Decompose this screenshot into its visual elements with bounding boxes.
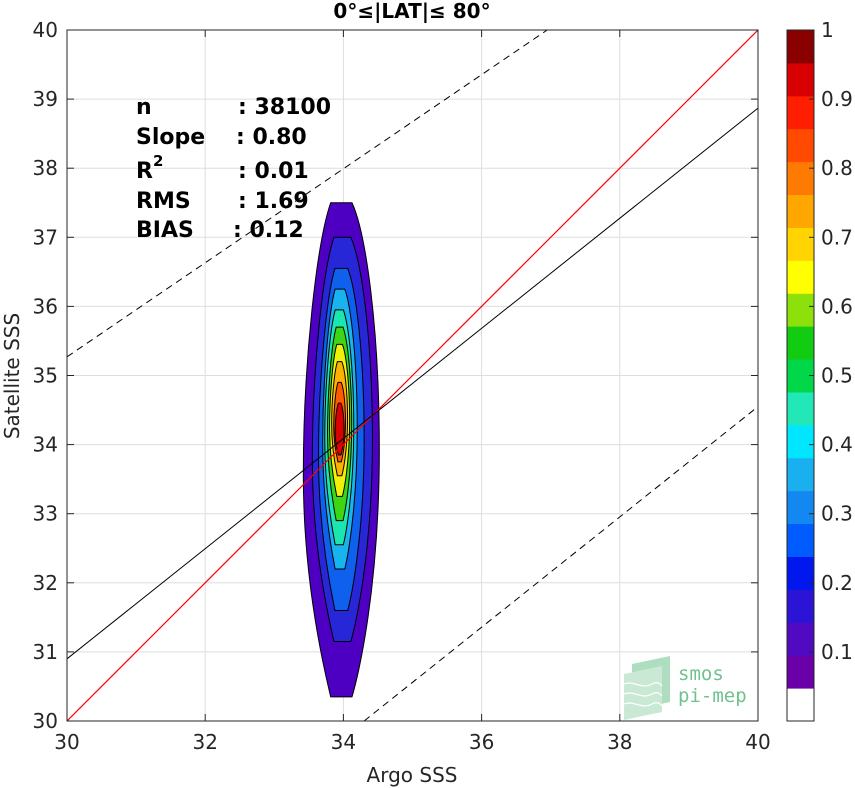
y-axis-title: Satellite SSS [0,313,24,439]
colorbar-segment [787,62,814,97]
logo-text-pimep: pi-mep [678,685,747,707]
colorbar-tick-label: 0.9 [821,87,853,111]
x-tick-label: 40 [745,730,770,754]
stats-label: BIAS [136,218,194,243]
upper-bound-line [67,30,548,358]
colorbar-segment [787,391,814,426]
colorbar-segment [787,655,814,689]
colorbar-segment [787,424,814,459]
y-axis: 30 31 32 33 34 35 36 37 38 39 40 [33,18,758,733]
colorbar-tick-label: 1 [821,18,834,42]
y-tick-label: 32 [33,571,58,595]
y-tick-label: 33 [33,502,58,526]
y-tick-label: 38 [33,156,58,180]
regression-line [67,107,758,660]
stats-label: n [136,95,152,120]
stats-box: n : 38100 Slope : 0.80 R2 : 0.01 RMS : 1.69 BIAS… [136,95,331,243]
y-tick-label: 39 [33,87,58,111]
chart-title: 0°≤|LAT|≤ 80° [333,0,490,23]
x-axis-title: Argo SSS [367,763,458,787]
colorbar-segment [787,293,814,327]
stats-label: R2 [136,152,163,184]
colorbar-segment [787,490,814,525]
colorbar-segment [787,161,814,196]
colorbar-segment [787,326,814,360]
stats-label: RMS [136,189,191,214]
colorbar-segment [787,688,814,722]
colorbar-segment [787,556,814,590]
y-tick-label: 37 [33,225,58,249]
identity-line [67,30,758,721]
colorbar-segment [787,227,814,261]
colorbar-segment [787,30,814,64]
stats-value: : 0.80 [236,125,307,150]
y-tick-label: 30 [33,709,58,733]
contour-band [334,402,345,456]
colorbar-segment [787,457,814,492]
y-tick-label: 31 [33,640,58,664]
colorbar-tick-label: 0.2 [821,571,853,595]
colorbar-segment [787,260,814,294]
colorbar-tick-label: 0.7 [821,225,853,249]
stats-label: Slope [136,125,205,150]
x-axis: 30 32 34 36 38 40 [54,30,771,754]
x-tick-label: 36 [469,730,494,754]
logo-mark [623,656,670,720]
x-tick-label: 30 [54,730,79,754]
y-tick-label: 40 [33,18,58,42]
logo-text-smos: smos [678,663,724,685]
colorbar-tick-label: 0.6 [821,294,853,318]
colorbar-segment [787,589,814,623]
density-contours [302,202,380,698]
colorbar-segment [787,95,814,130]
y-tick-label: 36 [33,294,58,318]
colorbar-tick-label: 0.8 [821,156,853,180]
y-tick-label: 34 [33,433,58,457]
stats-superscript: 2 [153,152,163,170]
stats-value: : 0.01 [238,159,309,184]
colorbar-tick-label: 0.3 [821,502,853,526]
stats-value: : 1.69 [238,189,309,214]
stats-value: : 38100 [238,95,331,120]
pimep-logo: smos pi-mep [623,656,747,720]
colorbar: 0.1 0.2 0.3 0.4 0.5 0.6 0.7 0.8 0.9 1 [786,18,853,722]
colorbar-segment [787,523,814,557]
y-tick-label: 35 [33,364,58,388]
colorbar-tick-label: 0.4 [821,433,853,457]
x-tick-label: 32 [192,730,217,754]
x-tick-label: 34 [331,730,356,754]
colorbar-tick-label: 0.5 [821,364,853,388]
x-tick-label: 38 [607,730,632,754]
stats-value: : 0.12 [233,218,304,243]
colorbar-tick-label: 0.1 [821,640,853,664]
colorbar-segment [787,194,814,228]
reference-lines [67,30,758,721]
colorbar-segment [787,622,814,656]
colorbar-segment [787,128,814,163]
